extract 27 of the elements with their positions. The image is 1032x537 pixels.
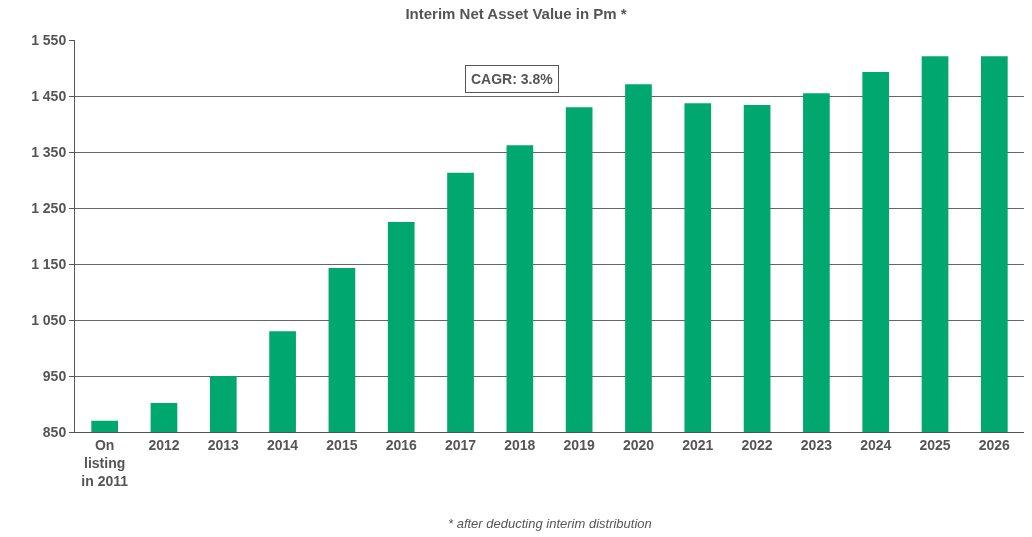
x-tick-label: 2014 bbox=[267, 436, 299, 453]
x-tick-label: 2019 bbox=[563, 436, 595, 453]
y-tick-label: 1 450 bbox=[31, 87, 67, 104]
x-tick-label: 2013 bbox=[207, 436, 240, 453]
annotation: CAGR: 3.8% bbox=[471, 71, 554, 87]
x-tick-label: 2018 bbox=[504, 436, 536, 453]
x-tick-label: On listing in 2011 bbox=[81, 436, 129, 490]
x-tick-label: 2015 bbox=[326, 436, 358, 453]
x-tick-label: 2020 bbox=[622, 436, 655, 453]
chart-title: Interim Net Asset Value in Pm * bbox=[405, 4, 627, 22]
x-tick-label: 2017 bbox=[444, 436, 477, 453]
x-tick-label: 2025 bbox=[919, 436, 951, 453]
text: * after deducting interim distribution bbox=[448, 516, 652, 531]
x-tick-label: 2016 bbox=[385, 436, 417, 453]
y-tick-label: 1 050 bbox=[31, 311, 67, 328]
y-tick-label: 1 250 bbox=[31, 199, 67, 216]
y-tick-label: 1 350 bbox=[31, 143, 67, 160]
x-tick-label: 2012 bbox=[148, 436, 180, 453]
x-tick-label: 2022 bbox=[741, 436, 773, 453]
y-tick-label: 950 bbox=[42, 367, 67, 384]
x-tick-label: 2021 bbox=[682, 436, 714, 453]
x-tick-label: 2024 bbox=[860, 436, 892, 453]
y-tick-label: 1 550 bbox=[31, 31, 67, 48]
x-tick-label: 2026 bbox=[978, 436, 1011, 453]
x-tick-label: 2023 bbox=[800, 436, 833, 453]
y-tick-label: 850 bbox=[42, 423, 67, 440]
y-tick-label: 1 150 bbox=[31, 255, 67, 272]
